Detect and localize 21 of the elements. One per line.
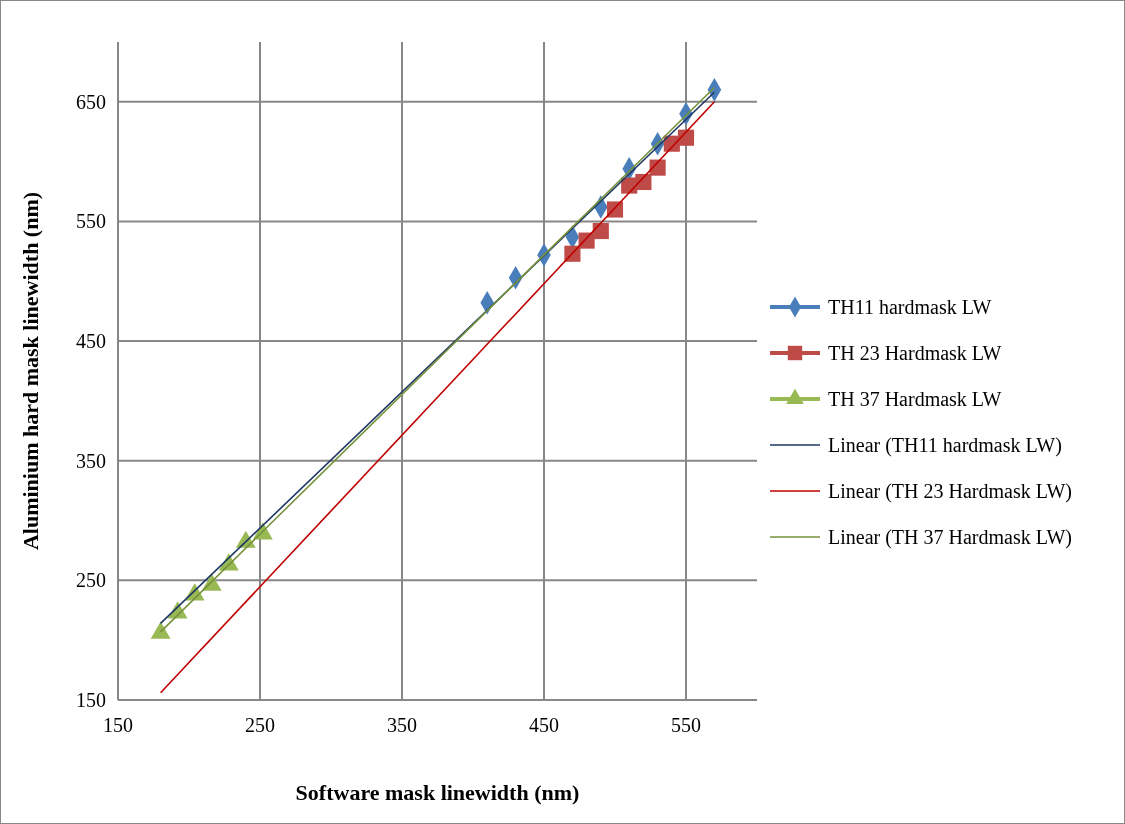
x-tick-label: 450: [529, 714, 559, 736]
y-tick-label: 350: [76, 449, 106, 472]
x-tick-label: 550: [671, 714, 701, 736]
x-tick-label: 150: [103, 714, 133, 736]
y-axis-title: Aluminium hard mask linewidth (nm): [18, 191, 43, 551]
legend-label: TH11 hardmask LW: [828, 296, 992, 318]
legend-label: Linear (TH11 hardmask LW): [828, 434, 1062, 457]
y-tick-label: 650: [76, 90, 106, 113]
y-tick-label: 550: [76, 210, 106, 233]
x-axis-title: Software mask linewidth (nm): [295, 780, 580, 805]
point: [150, 621, 171, 639]
point: [592, 222, 609, 240]
legend-label: TH 23 Hardmask LW: [828, 342, 1002, 364]
legend-label: TH 37 Hardmask LW: [828, 388, 1002, 410]
y-tick-label: 150: [76, 689, 106, 711]
legend-label: Linear (TH 37 Hardmask LW): [828, 526, 1072, 549]
x-tick-label: 350: [387, 714, 417, 736]
legend-label: Linear (TH 23 Hardmask LW): [828, 480, 1072, 503]
x-tick-label: 250: [245, 714, 275, 736]
y-tick-label: 450: [76, 330, 106, 353]
y-tick-label: 250: [76, 569, 106, 592]
